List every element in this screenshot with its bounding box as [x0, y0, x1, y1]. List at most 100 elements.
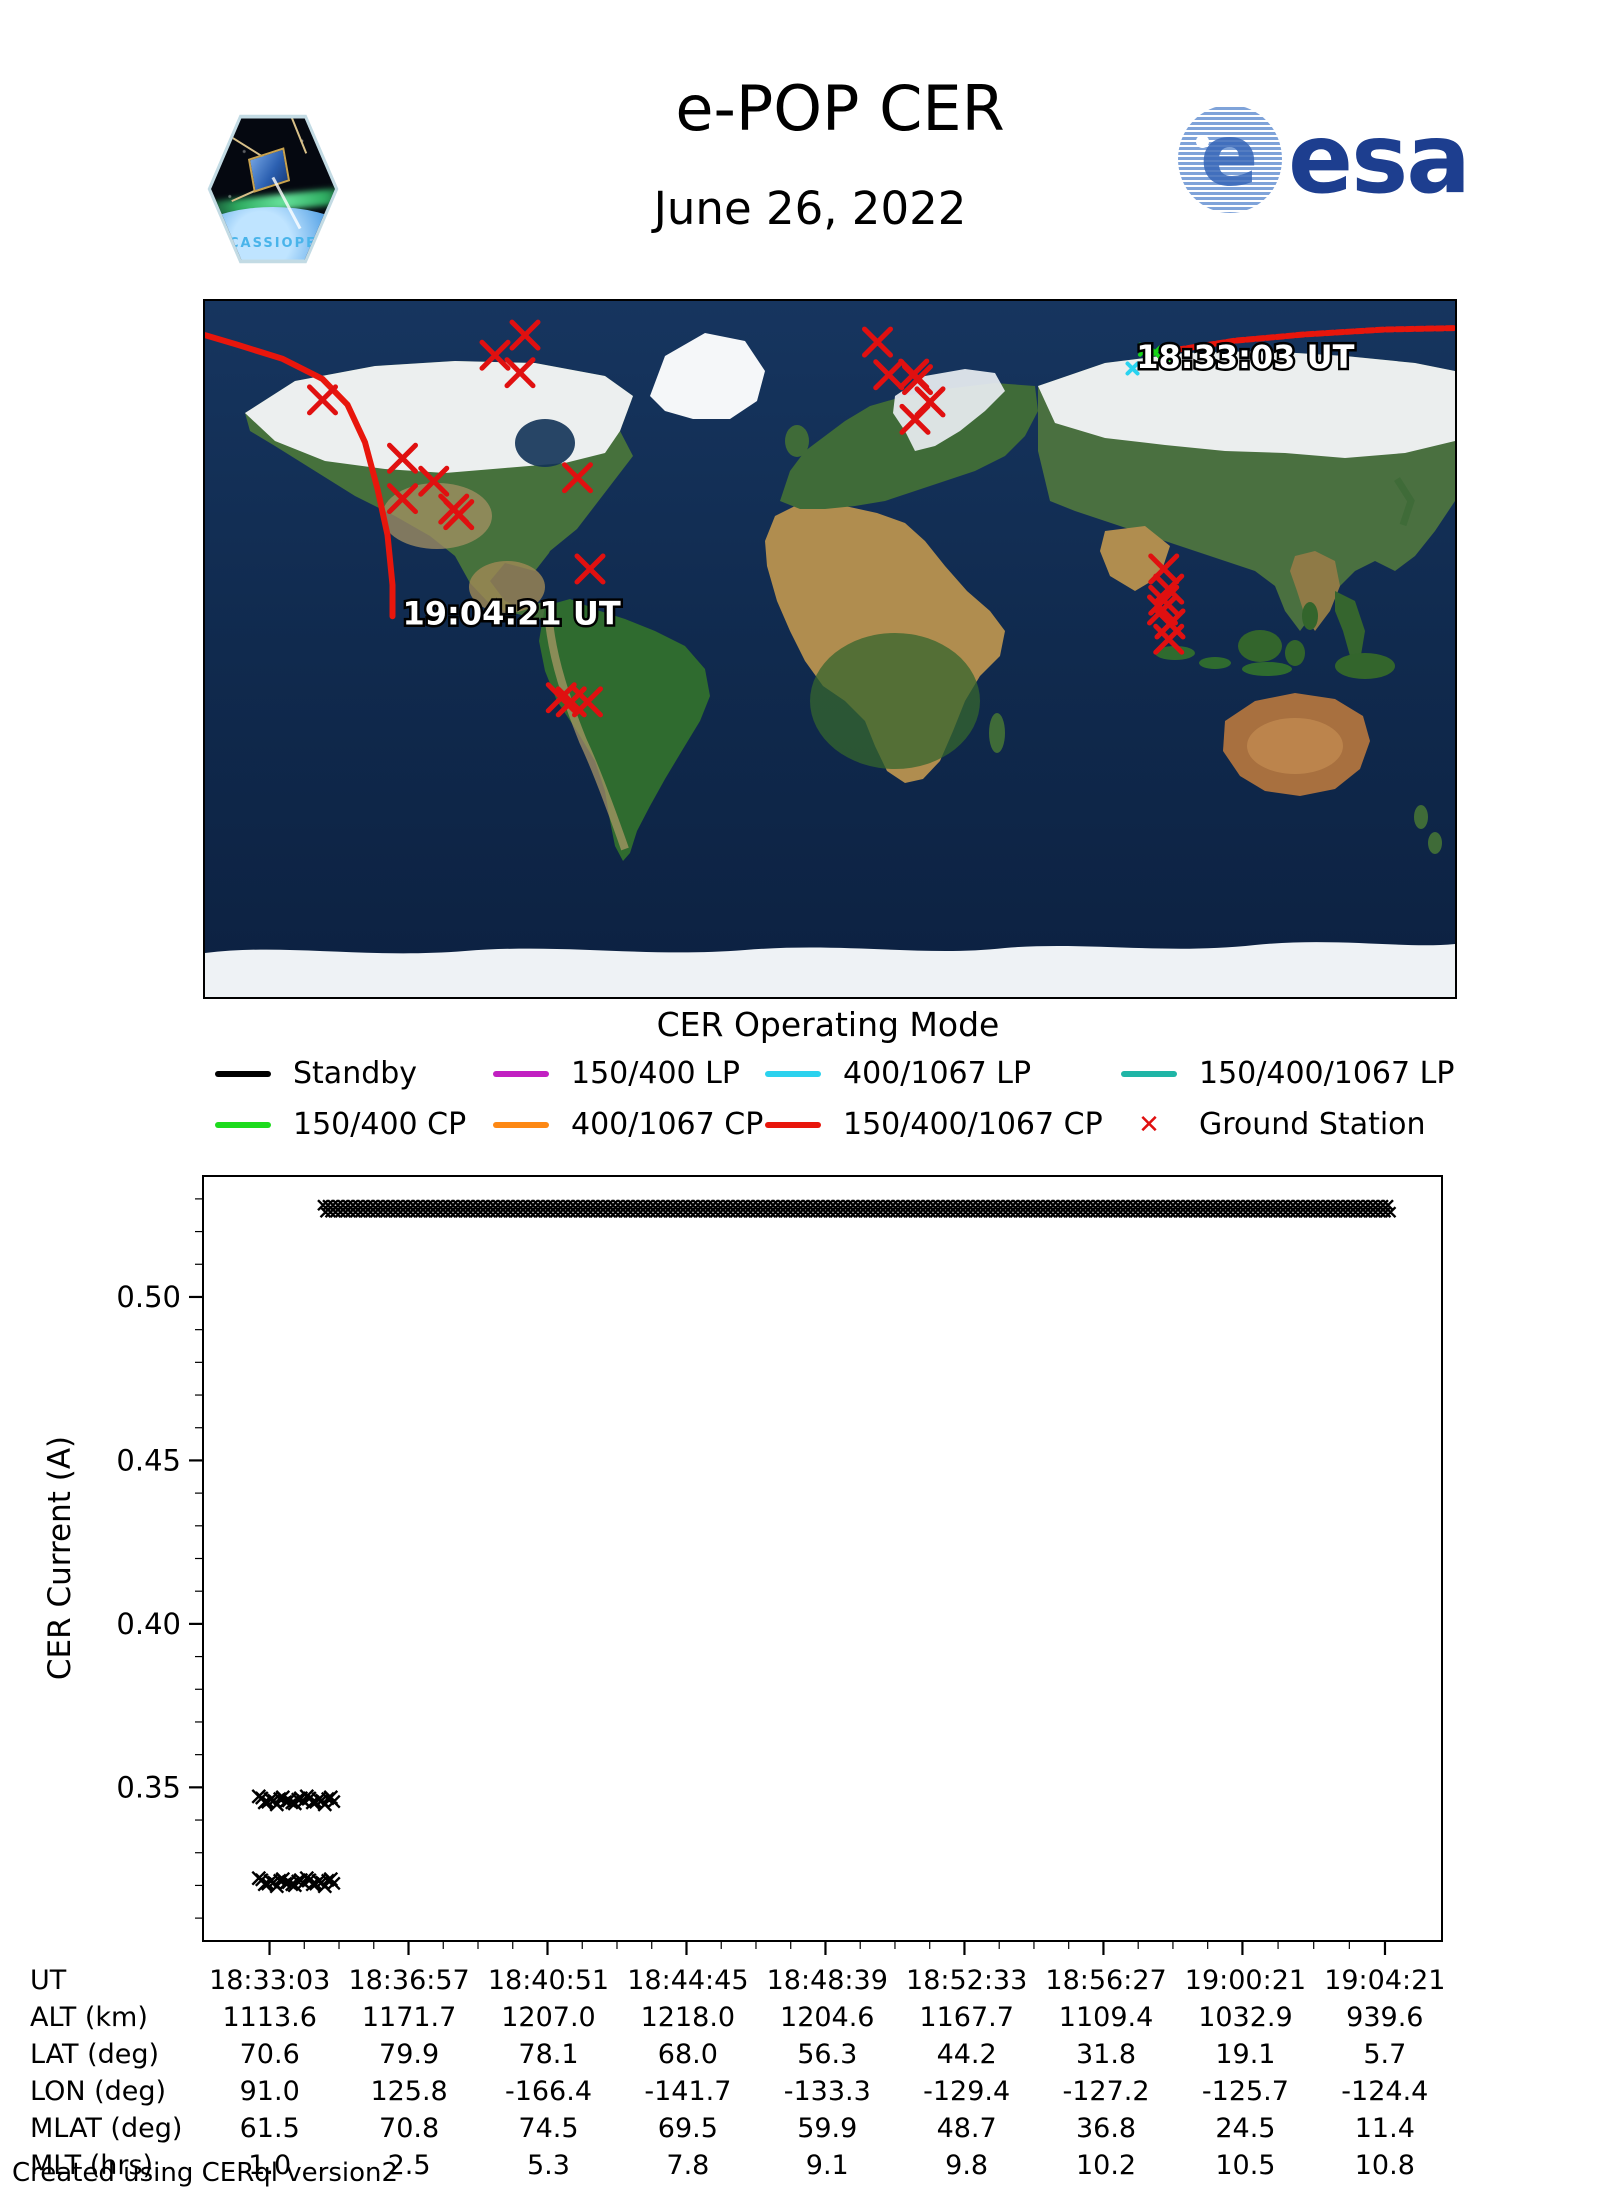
ground-station-marker: [899, 403, 931, 435]
table-cell: 5.7: [1363, 2039, 1407, 2070]
scatter-segment-standby: [251, 1789, 341, 1812]
table-cell: 19:00:21: [1184, 1965, 1307, 1996]
legend-item: 150/400/1067 LP: [1121, 1056, 1481, 1091]
ground-station-marker: [562, 462, 593, 494]
legend-item: ✕ Ground Station: [1121, 1107, 1481, 1142]
esa-wordmark: esa: [1288, 102, 1471, 215]
legend-item-label: 150/400/1067 CP: [843, 1107, 1103, 1142]
table-cell: 1.0: [248, 2150, 292, 2181]
table-cell: 10.2: [1075, 2150, 1137, 2181]
map-caption: CER Operating Mode: [656, 1005, 1000, 1044]
legend-item-label: Ground Station: [1199, 1107, 1426, 1142]
ground-station-marker: [479, 339, 511, 371]
ground-station-marker-icon: ✕: [1138, 1109, 1160, 1140]
ground-station-marker: [1148, 584, 1180, 616]
legend-item-label: 150/400 CP: [293, 1107, 467, 1142]
table-cell: 2.5: [387, 2150, 431, 2181]
table-cell: -166.4: [504, 2076, 592, 2107]
ground-station-marker: [509, 319, 541, 351]
legend-item: 150/400/1067 CP: [765, 1107, 1121, 1142]
table-cell: 91.0: [239, 2076, 300, 2107]
track-start-marker-cyan: [1125, 361, 1140, 376]
table-cell: 10.5: [1215, 2150, 1276, 2181]
table-cell: 70.8: [379, 2113, 440, 2144]
legend-line-swatch: [765, 1070, 821, 1077]
track-start-marker-green: [1158, 347, 1172, 362]
ground-station-marker: [418, 465, 450, 497]
table-cell: 44.2: [936, 2039, 997, 2070]
table-cell: 19.1: [1215, 2039, 1276, 2070]
table-cell: 11.4: [1354, 2113, 1415, 2144]
ground-station-marker: [1147, 594, 1178, 626]
table-cell: 7.8: [666, 2150, 710, 2181]
table-cell: 61.5: [239, 2113, 300, 2144]
table-cell: 19:04:21: [1324, 1965, 1446, 1996]
table-cell: -124.4: [1341, 2076, 1429, 2107]
legend-item: 150/400 LP: [493, 1056, 765, 1091]
table-cell: 56.3: [797, 2039, 858, 2070]
table-cell: 18:48:39: [766, 1965, 888, 1996]
table-cell: 36.8: [1075, 2113, 1137, 2144]
ground-station-layer: [307, 319, 1186, 718]
table-cell: -129.4: [923, 2076, 1011, 2107]
esa-globe-letter: e: [1200, 105, 1259, 206]
table-cell: -141.7: [644, 2076, 732, 2107]
table-cell: 18:52:33: [906, 1965, 1028, 1996]
table-row-label: LAT (deg): [30, 2039, 160, 2070]
table-cell: 68.0: [657, 2039, 718, 2070]
esa-logo: e esa: [1178, 96, 1478, 221]
legend-item: 400/1067 LP: [765, 1056, 1121, 1091]
ground-station-marker: [387, 483, 418, 515]
y-tick-label: 0.35: [116, 1770, 181, 1804]
table-cell: 1109.4: [1058, 2002, 1154, 2033]
ground-station-marker: [387, 442, 418, 474]
table-cell: 70.6: [239, 2039, 300, 2070]
legend-line-swatch: [1121, 1070, 1177, 1077]
ground-track-map: 18:33:03 UT 19:04:21 UT: [202, 299, 1458, 999]
legend-item: 400/1067 CP: [493, 1107, 765, 1142]
y-tick-label: 0.50: [116, 1280, 181, 1314]
table-cell: 9.1: [805, 2150, 849, 2181]
ground-track-east: [1174, 325, 1458, 353]
credit-text: Created using CERql version2: [12, 2158, 399, 2188]
ground-track-west: [202, 332, 396, 620]
chart-axes: 0.35 0.40 0.45 0.50: [116, 1198, 1387, 1955]
table-cell: 78.1: [518, 2039, 579, 2070]
ground-station-marker: [572, 686, 603, 718]
chart-data-markers: [251, 1199, 1397, 1894]
table-cell: 1207.0: [501, 2002, 596, 2033]
table-cell: 1218.0: [640, 2002, 736, 2033]
table-cell: -125.7: [1201, 2076, 1289, 2107]
table-cell: 939.6: [1346, 2002, 1424, 2033]
table-cell: 1204.6: [780, 2002, 875, 2033]
ground-station-marker: [873, 359, 905, 391]
ground-station-marker: [574, 553, 606, 585]
esa-globe-icon: e: [1178, 104, 1282, 213]
table-row: ALT (km) 1113.6 1171.7 1207.0 1218.0 1204.6 11…: [0, 1999, 1460, 2036]
legend-line-swatch: [765, 1121, 821, 1128]
page-date: June 26, 2022: [653, 182, 967, 235]
table-row: LON (deg) 91.0 125.8 -166.4 -141.7 -133.3 -129…: [0, 2073, 1460, 2110]
legend-item: Standby: [215, 1056, 493, 1091]
esa-globe-dot: [1196, 134, 1209, 148]
table-cell: 18:44:45: [627, 1965, 749, 1996]
table-cell: 69.5: [657, 2113, 718, 2144]
track-start-time-label: 18:33:03 UT: [1136, 338, 1354, 376]
patch-hexagon-background: CASSIOPE: [211, 118, 335, 260]
y-tick-label: 0.40: [116, 1607, 181, 1641]
map-label-layer: 18:33:03 UT 19:04:21 UT: [400, 335, 1357, 635]
scatter-segment-standby: [317, 1199, 1397, 1219]
scatter-segment-standby: [251, 1870, 341, 1894]
legend-line-swatch: [493, 1121, 549, 1128]
table-cell: 125.8: [370, 2076, 448, 2107]
cassiope-mission-patch: CASSIOPE: [197, 110, 349, 268]
table-row: MLT (hrs) 1.0 2.5 5.3 7.8 9.1 9.8 10.2 10.5 10.8: [0, 2147, 1460, 2184]
table-row: LAT (deg) 70.6 79.9 78.1 68.0 56.3 44.2 31.8 19.…: [0, 2036, 1460, 2073]
track-end-time-label: 19:04:21 UT: [403, 595, 621, 633]
table-cell: 10.8: [1354, 2150, 1415, 2181]
track-start-marker-green: [1138, 342, 1152, 357]
ground-station-marker: [862, 326, 893, 358]
ground-station-marker: [504, 357, 536, 389]
table-row-label: ALT (km): [30, 2002, 148, 2033]
table-cell: 79.9: [379, 2039, 440, 2070]
